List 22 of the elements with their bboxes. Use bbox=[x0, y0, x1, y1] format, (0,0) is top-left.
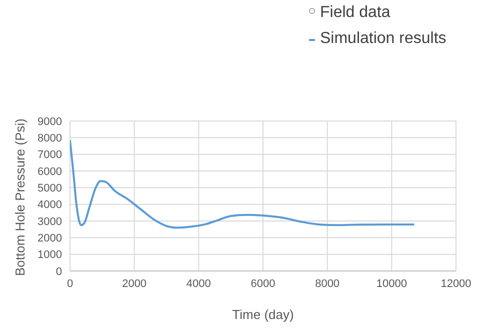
x-tick-label: 8000 bbox=[315, 278, 340, 290]
y-tick-label: 2000 bbox=[38, 232, 62, 245]
y-tick-label: 4000 bbox=[38, 199, 62, 212]
y-tick-label: 5000 bbox=[38, 182, 62, 195]
y-tick-label: 0 bbox=[56, 266, 62, 278]
y-tick-label: 6000 bbox=[38, 166, 62, 178]
y-tick-label: 8000 bbox=[38, 132, 62, 145]
x-tick-label: 12000 bbox=[440, 278, 472, 290]
x-tick-label: 6000 bbox=[250, 278, 276, 290]
y-tick-label: 7000 bbox=[38, 149, 62, 162]
legend-label: Simulation results bbox=[320, 30, 446, 48]
y-tick-label: 9000 bbox=[38, 116, 62, 128]
y-axis-title: Bottom Hole Pressure (Psi) bbox=[12, 118, 28, 276]
x-tick-label: 4000 bbox=[186, 278, 211, 290]
y-tick-label: 3000 bbox=[38, 216, 62, 228]
y-tick-label: 1000 bbox=[38, 249, 62, 262]
x-tick-label: 0 bbox=[66, 278, 74, 290]
x-tick-label: 10000 bbox=[376, 278, 407, 290]
x-tick-label: 2000 bbox=[122, 278, 147, 290]
x-axis-title: Time (day) bbox=[232, 307, 294, 322]
legend-label: Field data bbox=[320, 4, 390, 22]
line-series bbox=[70, 139, 416, 229]
